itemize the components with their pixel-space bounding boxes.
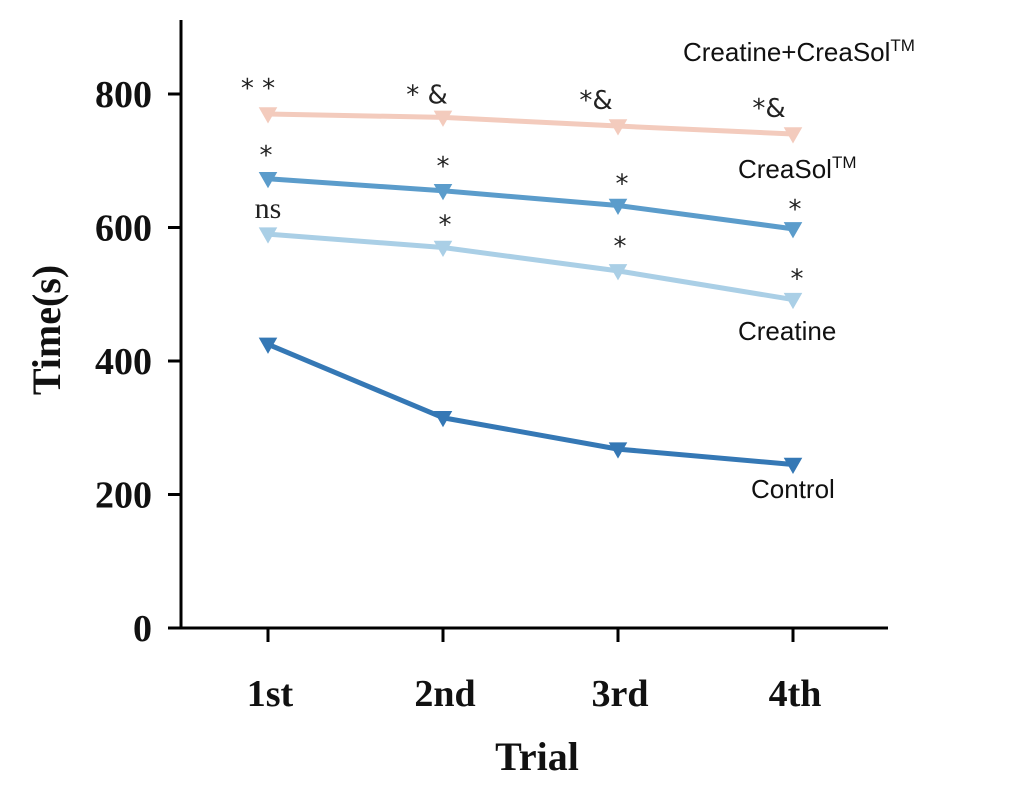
data-point-marker [258,172,278,189]
x-axis-ticks: 1st 2nd 3rd 4th [247,628,822,715]
significance-annotation: * [791,265,804,295]
significance-annotation: * * [241,74,275,104]
series-labels: Creatine+CreaSolTMCreaSolTMCreatineContr… [683,36,915,504]
series-label: Control [751,474,835,504]
data-point-marker [258,227,278,244]
series-line [265,176,796,232]
series-1 [258,172,803,239]
data-point-marker [783,222,803,239]
series-label: CreaSolTM [738,153,856,184]
significance-annotation: * [437,152,450,182]
series-line [265,231,796,303]
y-tick-label: 800 [95,74,152,116]
data-point-marker [608,264,628,281]
data-point-marker [783,292,803,310]
series-line [265,341,796,467]
data-point-marker [608,119,628,136]
significance-annotation: *& [752,94,785,124]
data-point-marker [258,337,278,354]
y-tick-label: 200 [95,475,152,517]
x-axis-title: Trial [495,734,579,779]
significance-annotation: *& [579,86,612,116]
data-point-marker [783,127,803,144]
series-line [265,111,796,137]
significance-annotation: * [260,141,273,171]
series-label-text: Creatine [738,316,836,346]
data-point-marker [608,198,628,215]
significance-annotation: * [439,211,452,241]
series-label-superscript: TM [832,153,857,172]
significance-annotation: * [616,169,629,199]
series-layer [258,107,803,474]
data-point-marker [608,442,628,459]
data-point-marker [783,457,803,474]
series-label: Creatine [738,316,836,346]
series-label-text: Creatine+CreaSol [683,37,890,67]
significance-annotation: * [614,232,627,262]
series-2 [258,227,803,310]
series-label-text: Control [751,474,835,504]
x-tick-label: 3rd [592,673,649,715]
y-tick-label: 0 [133,608,152,650]
series-3 [258,337,803,474]
y-axis-title: Time(s) [24,265,69,395]
x-tick-label: 2nd [414,673,475,715]
x-tick-label: 1st [247,673,294,715]
series-0 [258,107,803,144]
series-label-superscript: TM [890,36,915,55]
data-point-marker [433,184,453,201]
series-label-text: CreaSol [738,154,832,184]
y-tick-label: 400 [95,341,152,383]
significance-annotation: ns [255,192,282,225]
series-label: Creatine+CreaSolTM [683,36,915,67]
significance-annotation: * [789,195,802,225]
data-point-marker [433,110,453,127]
data-point-marker [433,410,453,428]
significance-annotation: * & [406,80,448,110]
data-point-marker [258,107,278,124]
y-tick-label: 600 [95,208,152,250]
x-tick-label: 4th [769,673,822,715]
significance-annotations: * * * & *& *& * * * * ns * * * [241,74,804,295]
data-point-marker [433,240,453,258]
y-axis-ticks: 0 200 400 600 800 [95,74,181,650]
